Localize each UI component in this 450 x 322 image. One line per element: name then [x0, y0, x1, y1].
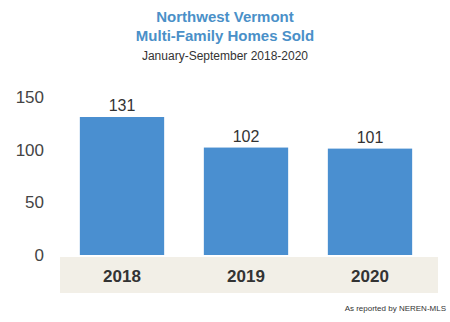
title-line: Northwest Vermont	[156, 8, 294, 25]
category-band	[60, 257, 438, 293]
y-tick-label: 0	[35, 246, 44, 265]
data-label: 101	[357, 129, 384, 146]
bars	[80, 117, 412, 255]
category-label: 2020	[351, 267, 389, 286]
annotation: As reported by NEREN-MLS	[345, 304, 446, 313]
bar	[328, 149, 412, 255]
title: Northwest Vermont Multi-Family Homes Sold	[136, 8, 314, 44]
y-tick-label: 50	[25, 193, 44, 212]
y-tick-label: 150	[16, 88, 44, 107]
subtitle: January-September 2018-2020	[142, 49, 308, 63]
chart-container: Northwest Vermont Multi-Family Homes Sold…	[0, 0, 450, 322]
chart-svg: Northwest Vermont Multi-Family Homes Sold…	[0, 0, 450, 322]
category-label: 2019	[227, 267, 265, 286]
data-label: 102	[233, 128, 260, 145]
bar	[204, 148, 288, 255]
y-tick-label: 100	[16, 141, 44, 160]
bar	[80, 117, 164, 255]
title-line: Multi-Family Homes Sold	[136, 27, 314, 44]
data-label: 131	[109, 97, 136, 114]
category-label: 2018	[103, 267, 141, 286]
